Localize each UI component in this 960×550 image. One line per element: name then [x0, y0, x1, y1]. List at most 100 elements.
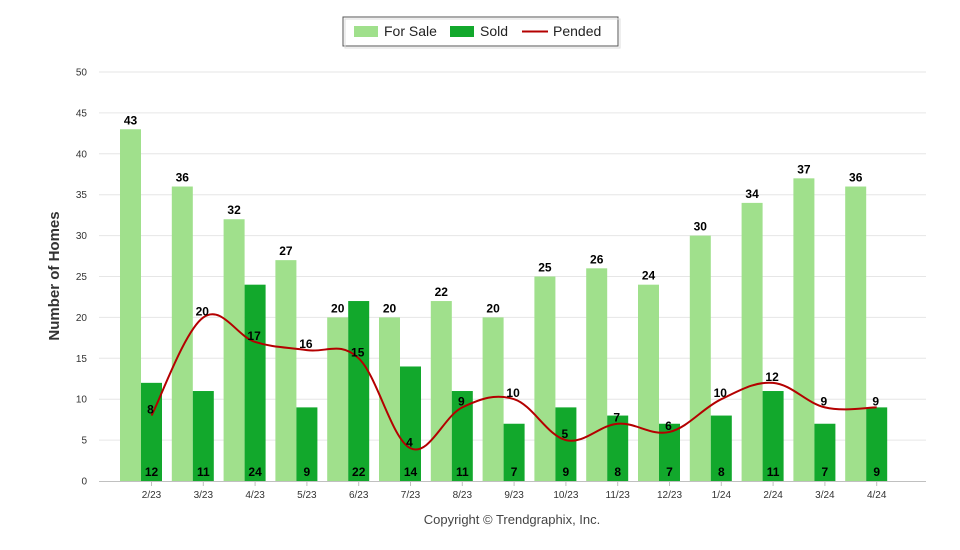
x-tick-label: 11/23 [606, 490, 631, 501]
data-label-sold: 8 [614, 465, 621, 479]
y-tick-label: 15 [76, 354, 88, 365]
data-label-for-sale: 25 [538, 261, 552, 275]
x-tick-label: 5/23 [297, 490, 317, 501]
data-label-sold: 9 [873, 465, 880, 479]
y-tick-label: 25 [76, 272, 88, 283]
bar-for-sale [327, 317, 349, 481]
copyright-credit: Copyright © Trendgraphix, Inc. [424, 512, 601, 527]
data-label-pended: 20 [196, 304, 210, 318]
bar-for-sale [586, 268, 608, 481]
data-label-pended: 10 [714, 386, 728, 400]
data-label-for-sale: 24 [642, 269, 656, 283]
x-tick-label: 3/24 [815, 490, 835, 501]
bar-for-sale [793, 178, 815, 481]
x-tick-label: 4/24 [867, 490, 887, 501]
data-labels: 43 12 36 11 32 24 27 9 20 22 20 14 22 11 20 7 25 9 26 8 24 7 3… [124, 113, 881, 479]
data-label-for-sale: 34 [745, 187, 759, 201]
data-label-sold: 7 [511, 465, 518, 479]
legend-label-pended: Pended [553, 23, 601, 39]
data-label-sold: 7 [822, 465, 829, 479]
x-tick-label: 2/23 [142, 490, 162, 501]
bar-sold [866, 407, 888, 481]
data-label-pended: 12 [765, 370, 779, 384]
bar-sold [659, 423, 680, 481]
data-label-for-sale: 22 [435, 285, 449, 299]
bar-sold [555, 407, 577, 481]
y-tick-label: 10 [76, 395, 88, 406]
data-label-for-sale: 36 [849, 171, 863, 185]
y-tick-label: 45 [76, 108, 88, 119]
bar-for-sale [120, 129, 141, 481]
bar-sold [296, 407, 318, 481]
bar-sold [192, 391, 214, 481]
data-label-sold: 7 [666, 465, 673, 479]
bar-sold [451, 391, 473, 481]
bar-for-sale [845, 186, 867, 481]
bar-sold [244, 284, 266, 481]
data-label-sold: 9 [563, 465, 570, 479]
data-label-for-sale: 37 [797, 162, 811, 176]
x-tick-label: 3/23 [194, 490, 214, 501]
data-label-sold: 24 [248, 465, 262, 479]
data-label-sold: 8 [718, 465, 725, 479]
pended-line-layer [150, 313, 877, 451]
y-tick-label: 0 [81, 477, 87, 488]
data-label-sold: 12 [145, 465, 159, 479]
y-tick-label: 40 [76, 149, 88, 160]
data-label-for-sale: 32 [227, 203, 241, 217]
bar-for-sale [534, 276, 556, 481]
legend-box [342, 16, 619, 47]
legend-label-for-sale: For Sale [384, 23, 437, 39]
bar-sold [400, 366, 421, 481]
bar-for-sale [430, 301, 452, 481]
data-label-pended: 5 [562, 427, 569, 441]
legend: For Sale Sold Pended [342, 16, 621, 49]
legend-shadow [344, 18, 621, 49]
bar-sold [348, 301, 370, 481]
bar-sold [710, 415, 732, 481]
y-tick-label: 20 [76, 313, 88, 324]
data-label-sold: 22 [352, 465, 366, 479]
bars [120, 129, 888, 482]
x-tick-label: 1/24 [712, 490, 732, 501]
x-tick-label: 6/23 [349, 490, 369, 501]
data-label-sold: 11 [767, 465, 780, 479]
data-label-pended: 17 [247, 329, 261, 343]
legend-label-sold: Sold [480, 23, 508, 39]
bar-for-sale [275, 260, 297, 481]
x-tick-label: 8/23 [453, 490, 473, 501]
data-label-for-sale: 43 [124, 113, 138, 127]
y-tick-label: 30 [76, 231, 88, 242]
x-tick-label: 7/23 [401, 490, 421, 501]
bar-sold [503, 423, 525, 481]
y-axis-title: Number of Homes [46, 211, 63, 340]
bar-sold [814, 423, 836, 481]
data-label-pended: 16 [299, 337, 313, 351]
data-label-for-sale: 26 [590, 252, 604, 266]
data-label-sold: 14 [404, 465, 418, 479]
data-label-pended: 9 [821, 394, 828, 408]
y-tick-label: 35 [76, 190, 88, 201]
bar-sold [607, 415, 629, 481]
data-label-pended: 6 [665, 419, 672, 433]
data-label-sold: 11 [456, 465, 469, 479]
x-tick-label: 10/23 [553, 490, 578, 501]
bar-sold [762, 391, 784, 481]
y-tick-label: 5 [81, 436, 87, 447]
data-label-for-sale: 20 [486, 301, 500, 315]
bar-for-sale [482, 317, 504, 481]
bar-for-sale [689, 235, 711, 481]
bar-sold [141, 382, 162, 481]
data-label-pended: 9 [458, 394, 465, 408]
data-label-for-sale: 36 [176, 171, 190, 185]
pended-line [150, 313, 877, 451]
data-label-sold: 11 [197, 465, 210, 479]
data-label-for-sale: 20 [331, 301, 345, 315]
data-label-for-sale: 27 [279, 244, 293, 258]
data-label-sold: 9 [304, 465, 311, 479]
data-label-pended: 10 [506, 386, 520, 400]
bar-for-sale [638, 284, 659, 481]
x-tick-label: 2/24 [763, 490, 783, 501]
